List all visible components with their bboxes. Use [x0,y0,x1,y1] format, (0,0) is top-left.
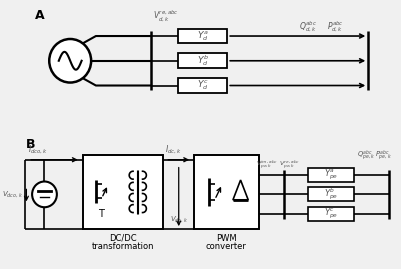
Text: B: B [25,138,35,151]
Text: $P_{d,k}^{abc}$: $P_{d,k}^{abc}$ [327,19,344,34]
Text: PWM: PWM [216,234,237,243]
Text: transformation: transformation [92,242,154,251]
Text: $Y_{pe}^c$: $Y_{pe}^c$ [324,207,338,221]
Bar [178,29,227,44]
Text: A: A [35,9,45,22]
Text: T: T [98,209,103,219]
Bar [83,155,164,229]
Text: $V_{dc,k}$: $V_{dc,k}$ [170,214,188,224]
Text: $Y_d^c$: $Y_d^c$ [197,79,209,92]
Text: $Y_{pe}^b$: $Y_{pe}^b$ [324,187,338,202]
Circle shape [32,182,57,207]
Circle shape [49,39,91,83]
Text: $P_{pe,k}^{abc}$: $P_{pe,k}^{abc}$ [375,148,392,163]
Bar [178,78,227,93]
Text: $Y_d^b$: $Y_d^b$ [196,53,209,68]
Text: DC/DC: DC/DC [109,234,137,243]
Text: $V_{d,k}^{re,abc}$: $V_{d,k}^{re,abc}$ [153,9,179,24]
Bar [308,207,354,221]
Polygon shape [233,180,248,200]
Text: $Q_{pe,k}^{abc}$: $Q_{pe,k}^{abc}$ [357,148,375,163]
Text: $I_{dco,k}$: $I_{dco,k}$ [28,143,48,156]
Bar [308,168,354,182]
Text: $Q_{d,k}^{abc}$: $Q_{d,k}^{abc}$ [299,19,317,34]
Text: converter: converter [206,242,247,251]
Text: $I_{dc,k}$: $I_{dc,k}$ [165,143,182,156]
Text: $Y_{pe}^a$: $Y_{pe}^a$ [324,168,338,182]
Bar [308,187,354,201]
Text: $V_{dco,k}$: $V_{dco,k}$ [2,189,24,199]
Text: $Y_d^a$: $Y_d^a$ [197,29,209,43]
Text: $V_{pe,k}^{im,abc}$: $V_{pe,k}^{im,abc}$ [256,158,278,171]
Bar [194,155,259,229]
Bar [178,53,227,68]
Text: $V_{pe,k}^{re,abc}$: $V_{pe,k}^{re,abc}$ [279,158,300,171]
